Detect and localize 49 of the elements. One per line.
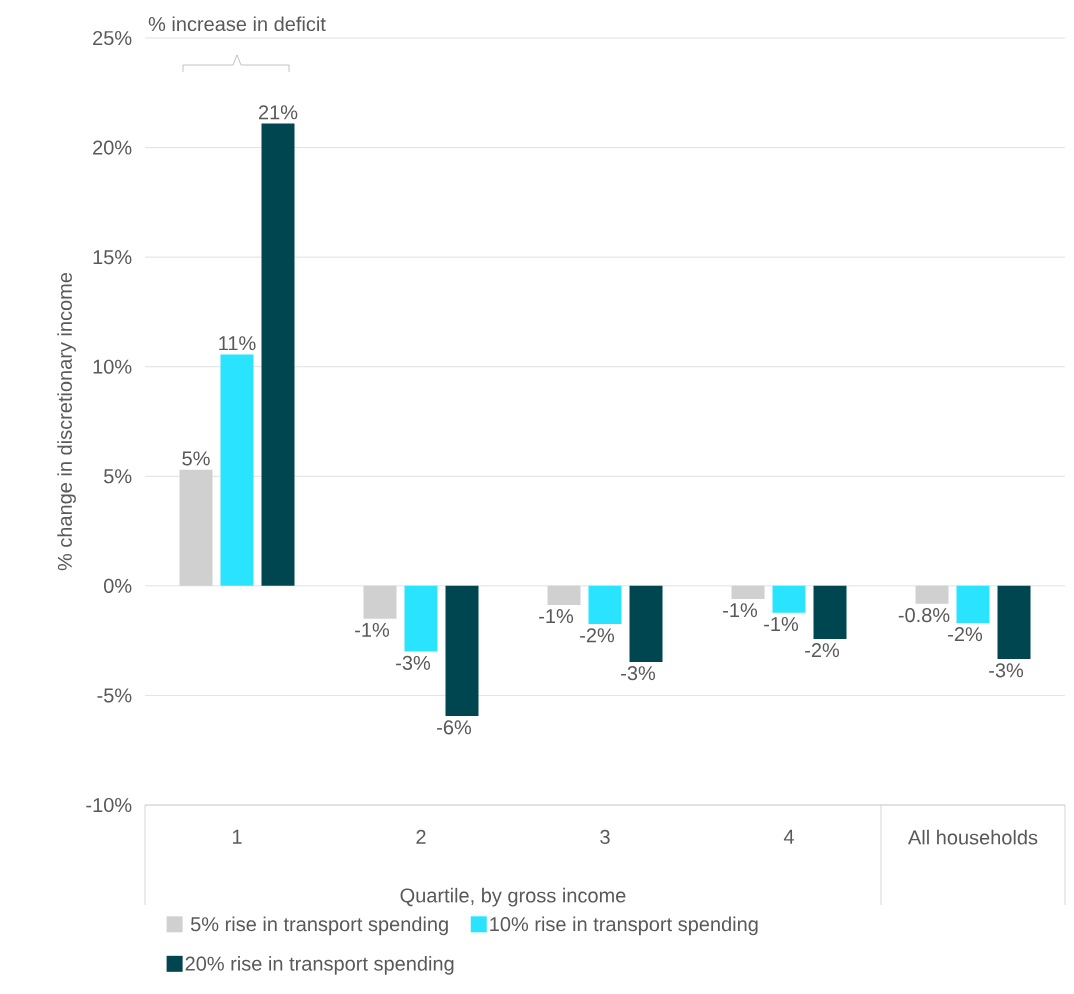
y-tick-label: -10% xyxy=(86,797,132,813)
bar xyxy=(547,585,581,605)
y-tick-label: 5% xyxy=(104,469,132,484)
data-label: -2% xyxy=(948,627,983,642)
legend-label: 20% rise in transport spending xyxy=(185,956,454,975)
data-label: -2% xyxy=(805,643,840,658)
legend-label: 5% rise in transport spending xyxy=(190,916,448,936)
y-tick-label: 20% xyxy=(93,140,132,155)
x-tick-label: 3 xyxy=(600,829,610,845)
data-label: -3% xyxy=(621,666,656,681)
data-label: -2% xyxy=(580,628,615,643)
bar xyxy=(445,585,479,717)
bar xyxy=(915,585,949,604)
data-label: 5% xyxy=(182,451,210,466)
bar xyxy=(956,585,990,623)
bar xyxy=(404,585,438,652)
y-tick-label: 0% xyxy=(104,578,132,593)
y-tick-label: 15% xyxy=(93,250,132,265)
bar xyxy=(363,585,397,619)
data-label: -1% xyxy=(539,609,574,624)
y-axis-title: % change in discretionary income xyxy=(57,272,76,571)
x-tick-label: All households xyxy=(907,829,1038,845)
data-label: -3% xyxy=(396,655,431,670)
bar xyxy=(179,469,213,586)
data-label: 21% xyxy=(258,105,298,120)
bar xyxy=(772,585,806,613)
text: % increase in deficit xyxy=(148,16,326,32)
y-tick-label: -5% xyxy=(97,688,132,703)
data-label: 11% xyxy=(219,336,256,351)
bar xyxy=(731,585,765,600)
x-tick-label: 2 xyxy=(416,829,426,844)
bar xyxy=(261,123,295,586)
x-tick-label: 1 xyxy=(232,829,242,844)
bar xyxy=(220,354,254,586)
text: Quartile, by gross income xyxy=(400,887,626,907)
data-label: -1% xyxy=(723,603,758,618)
legend-label: 10% rise in transport spending xyxy=(490,916,758,936)
data-label: -3% xyxy=(989,663,1024,678)
bar xyxy=(588,585,622,624)
y-tick-label: 25% xyxy=(93,30,132,46)
bar xyxy=(997,585,1031,660)
y-tick-label: 10% xyxy=(93,359,132,374)
data-label: -1% xyxy=(355,622,390,637)
data-label: -1% xyxy=(764,617,799,631)
data-label: -6% xyxy=(437,720,472,735)
x-tick-label: 4 xyxy=(783,829,794,844)
bar xyxy=(813,585,847,639)
data-label: -0.8% xyxy=(898,608,950,623)
bar xyxy=(629,585,663,662)
